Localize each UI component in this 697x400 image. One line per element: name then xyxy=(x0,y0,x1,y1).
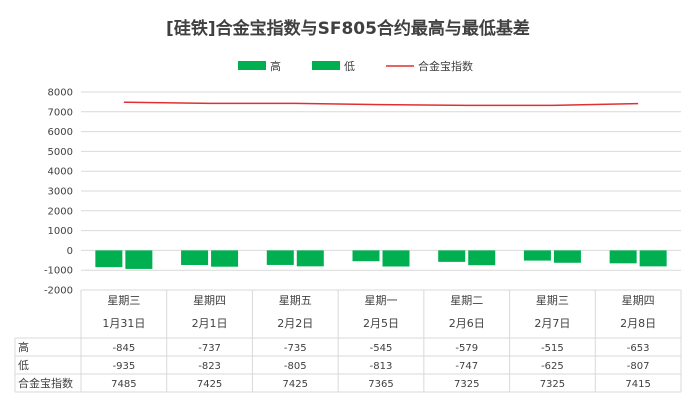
table-cell: -579 xyxy=(455,343,478,354)
category-date: 2月2日 xyxy=(277,317,313,330)
bar-high xyxy=(523,250,551,261)
table-row-label: 合金宝指数 xyxy=(18,376,73,390)
legend-label: 高 xyxy=(270,59,281,73)
bar-low xyxy=(382,250,410,267)
bar-low xyxy=(639,250,667,267)
data-table: 星期三 1月31日 星期四 2月1日 星期五 2月2日 星期一 2月5日 星期二 2月6日 星期三 2… xyxy=(14,290,682,393)
category-date: 2月5日 xyxy=(363,317,399,330)
legend: 高 低 合金宝指数 xyxy=(238,59,473,73)
y-axis: -2000 -1000 0 1000 2000 3000 4000 5000 6000 7000 8… xyxy=(44,88,73,297)
bar-low xyxy=(553,250,581,263)
gridlines xyxy=(81,91,681,291)
chart-title: [硅铁]合金宝指数与SF805合约最高与最低基差 xyxy=(166,18,530,39)
bar-high xyxy=(609,250,637,264)
category-date: 2月8日 xyxy=(620,317,656,330)
y-tick-label: 8000 xyxy=(48,88,73,99)
y-tick-label: 7000 xyxy=(48,107,73,118)
table-cell: 7485 xyxy=(111,379,136,390)
category-date: 1月31日 xyxy=(102,317,145,330)
table-cell: 7325 xyxy=(540,379,565,390)
y-tick-label: 2000 xyxy=(48,206,73,217)
bar-high xyxy=(181,250,209,265)
table-cell: 7415 xyxy=(625,379,650,390)
y-tick-label: 3000 xyxy=(48,187,73,198)
y-tick-label: 0 xyxy=(67,246,73,257)
y-tick-label: -2000 xyxy=(44,286,73,297)
bar-high xyxy=(438,250,466,262)
bar-low xyxy=(296,250,324,267)
y-tick-label: 4000 xyxy=(48,167,73,178)
table-cell: -515 xyxy=(541,343,564,354)
y-tick-label: 6000 xyxy=(48,127,73,138)
table-cell: 7325 xyxy=(454,379,479,390)
legend-swatch xyxy=(238,61,266,70)
index-line xyxy=(123,101,639,107)
bar-high xyxy=(266,250,294,265)
legend-label: 合金宝指数 xyxy=(418,59,473,73)
table-cell: -805 xyxy=(284,361,307,372)
table-row-label: 高 xyxy=(18,340,29,354)
table-row-label: 低 xyxy=(18,359,29,372)
category-date: 2月7日 xyxy=(534,317,570,330)
table-cell: -625 xyxy=(541,361,564,372)
category-weekday: 星期五 xyxy=(279,294,312,307)
category-weekday: 星期二 xyxy=(450,294,483,307)
table-cell: 7365 xyxy=(368,379,393,390)
category-date: 2月6日 xyxy=(449,317,485,330)
table-cell: -807 xyxy=(627,361,650,372)
category-weekday: 星期三 xyxy=(107,294,140,307)
table-cell: -823 xyxy=(198,361,221,372)
bar-high xyxy=(352,250,380,262)
category-date: 2月1日 xyxy=(192,317,228,330)
bars xyxy=(95,250,667,269)
category-weekday: 星期四 xyxy=(622,294,655,307)
bar-high xyxy=(95,250,123,268)
table-cell: -653 xyxy=(627,343,650,354)
table-cell: -747 xyxy=(455,361,478,372)
table-cell: -545 xyxy=(370,343,393,354)
bar-low xyxy=(125,250,153,269)
table-cell: -813 xyxy=(370,361,393,372)
legend-label: 低 xyxy=(344,60,355,73)
y-tick-label: 1000 xyxy=(48,226,73,237)
table-cell: -935 xyxy=(113,361,136,372)
index-line-path xyxy=(123,101,639,107)
table-cell: 7425 xyxy=(283,379,308,390)
bar-low xyxy=(468,250,496,266)
table-cell: -845 xyxy=(113,343,136,354)
y-tick-label: 5000 xyxy=(48,147,73,158)
table-cell: -737 xyxy=(198,343,221,354)
category-weekday: 星期一 xyxy=(365,294,398,307)
bar-low xyxy=(211,250,239,267)
table-cell: 7425 xyxy=(197,379,222,390)
category-weekday: 星期四 xyxy=(193,294,226,307)
y-tick-label: -1000 xyxy=(44,266,73,277)
legend-swatch xyxy=(312,61,340,70)
table-cell: -735 xyxy=(284,343,307,354)
category-weekday: 星期三 xyxy=(536,294,569,307)
